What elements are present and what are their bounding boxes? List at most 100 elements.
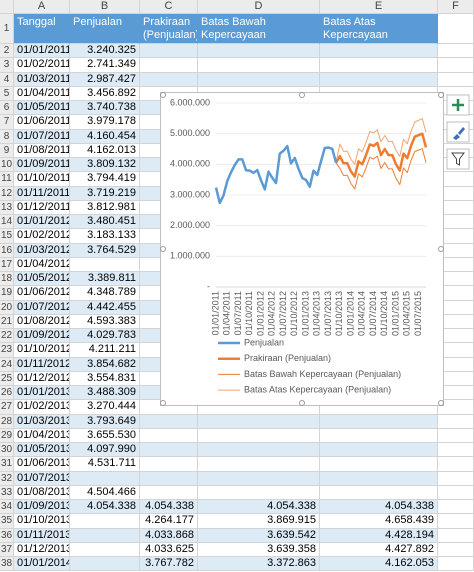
resize-handle xyxy=(299,400,305,406)
row-number: 33 xyxy=(0,485,14,500)
x-tick-label: 01/07/2015 xyxy=(413,291,423,336)
x-tick-label: 01/07/2012 xyxy=(278,291,288,336)
header-cell: Penjualan xyxy=(70,14,140,44)
table-cell: 01/10/2011 xyxy=(14,172,70,187)
row-number: 20 xyxy=(0,300,14,315)
empty-cell xyxy=(320,414,438,429)
empty-cell xyxy=(438,514,474,529)
table-cell: 3.764.529 xyxy=(70,243,140,258)
resize-handle xyxy=(438,92,444,98)
row-number: 15 xyxy=(0,229,14,244)
row-number: 11 xyxy=(0,172,14,187)
row-number: 16 xyxy=(0,243,14,258)
resize-handle xyxy=(299,92,305,98)
x-tick-label: 01/10/2011 xyxy=(244,291,254,335)
chart[interactable]: - 1.000.000 2.000.000 3.000.000 4.000.000 5.0… xyxy=(160,92,444,406)
legend-label: Prakiraan (Penjualan) xyxy=(244,353,331,363)
empty-cell xyxy=(140,72,198,87)
row-number: 37 xyxy=(0,542,14,557)
empty-cell xyxy=(70,257,140,272)
y-tick-label: 1.000.000 xyxy=(170,251,210,261)
table-cell: 3.372.863 xyxy=(198,557,320,572)
empty-cell xyxy=(198,485,320,500)
table-cell: 01/02/2011 xyxy=(14,58,70,73)
table-cell: 01/05/2013 xyxy=(14,443,70,458)
table-cell: 4.097.990 xyxy=(70,443,140,458)
table-cell: 3.456.892 xyxy=(70,86,140,101)
empty-cell xyxy=(438,428,474,443)
column-header: A xyxy=(14,0,70,14)
empty-cell xyxy=(438,72,474,87)
table-cell: 4.160.454 xyxy=(70,129,140,144)
row-number: 36 xyxy=(0,528,14,543)
table-cell: 4.428.194 xyxy=(320,528,438,543)
style-button[interactable] xyxy=(446,121,470,143)
table-cell: 3.655.530 xyxy=(70,428,140,443)
y-tick-label: 6.000.000 xyxy=(170,97,210,107)
table-cell: 3.554.831 xyxy=(70,371,140,386)
empty-cell xyxy=(140,414,198,429)
row-number: 25 xyxy=(0,371,14,386)
x-tick-label: 01/10/2012 xyxy=(289,291,299,336)
row-number: 28 xyxy=(0,414,14,429)
row-number: 9 xyxy=(0,143,14,158)
empty-cell xyxy=(70,471,140,486)
empty-cell xyxy=(140,471,198,486)
filter-icon xyxy=(451,152,465,166)
x-tick-label: 01/07/2014 xyxy=(368,291,378,336)
table-cell: 01/04/2012 xyxy=(14,257,70,272)
x-tick-label: 01/04/2011 xyxy=(222,291,232,335)
table-cell: 3.854.682 xyxy=(70,357,140,372)
empty-cell xyxy=(320,485,438,500)
table-cell: 3.767.782 xyxy=(140,557,198,572)
empty-cell xyxy=(438,443,474,458)
filter-button[interactable] xyxy=(446,148,470,170)
x-tick-label: 01/10/2014 xyxy=(379,291,389,336)
table-cell: 01/11/2012 xyxy=(14,357,70,372)
table-cell: 4.033.625 xyxy=(140,542,198,557)
y-tick-label: 4.000.000 xyxy=(170,159,210,169)
series-line xyxy=(334,132,428,178)
empty-cell xyxy=(198,400,320,415)
row-number: 1 xyxy=(0,14,14,44)
empty-cell xyxy=(140,400,198,415)
row-number: 22 xyxy=(0,329,14,344)
table-cell: 3.488.309 xyxy=(70,386,140,401)
table-cell: 01/01/2012 xyxy=(14,215,70,230)
table-cell: 01/04/2011 xyxy=(14,86,70,101)
table-cell: 4.658.439 xyxy=(320,514,438,529)
table-cell: 3.809.132 xyxy=(70,158,140,173)
table-cell: 3.719.219 xyxy=(70,186,140,201)
resize-handle xyxy=(160,400,166,406)
x-tick-label: 01/01/2013 xyxy=(300,291,310,336)
row-number: 2 xyxy=(0,44,14,59)
table-cell: 01/07/2012 xyxy=(14,300,70,315)
table-cell: 4.504.466 xyxy=(70,485,140,500)
table-cell: 01/05/2012 xyxy=(14,272,70,287)
table-cell: 4.162.053 xyxy=(320,557,438,572)
y-tick-label: 2.000.000 xyxy=(170,220,210,230)
x-tick-label: 01/10/2013 xyxy=(334,291,344,336)
empty-cell xyxy=(198,58,320,73)
empty-cell xyxy=(438,500,474,515)
empty-cell xyxy=(320,443,438,458)
empty-cell xyxy=(140,58,198,73)
table-cell: 4.427.892 xyxy=(320,542,438,557)
empty-cell xyxy=(198,44,320,59)
resize-handle xyxy=(438,400,444,406)
empty-cell xyxy=(198,428,320,443)
empty-cell xyxy=(320,471,438,486)
row-number: 3 xyxy=(0,58,14,73)
row-number: 17 xyxy=(0,257,14,272)
empty-cell xyxy=(198,443,320,458)
x-tick-label: 01/01/2011 xyxy=(210,291,220,335)
row-number: 14 xyxy=(0,215,14,230)
plus-icon xyxy=(452,99,464,111)
x-tick-label: 01/07/2013 xyxy=(323,291,333,336)
table-cell: 01/06/2011 xyxy=(14,115,70,130)
table-cell: 01/07/2011 xyxy=(14,129,70,144)
table-cell: 01/01/2014 xyxy=(14,557,70,572)
table-cell: 4.442.455 xyxy=(70,300,140,315)
empty-cell xyxy=(320,44,438,59)
x-tick-label: 01/01/2015 xyxy=(390,291,400,336)
